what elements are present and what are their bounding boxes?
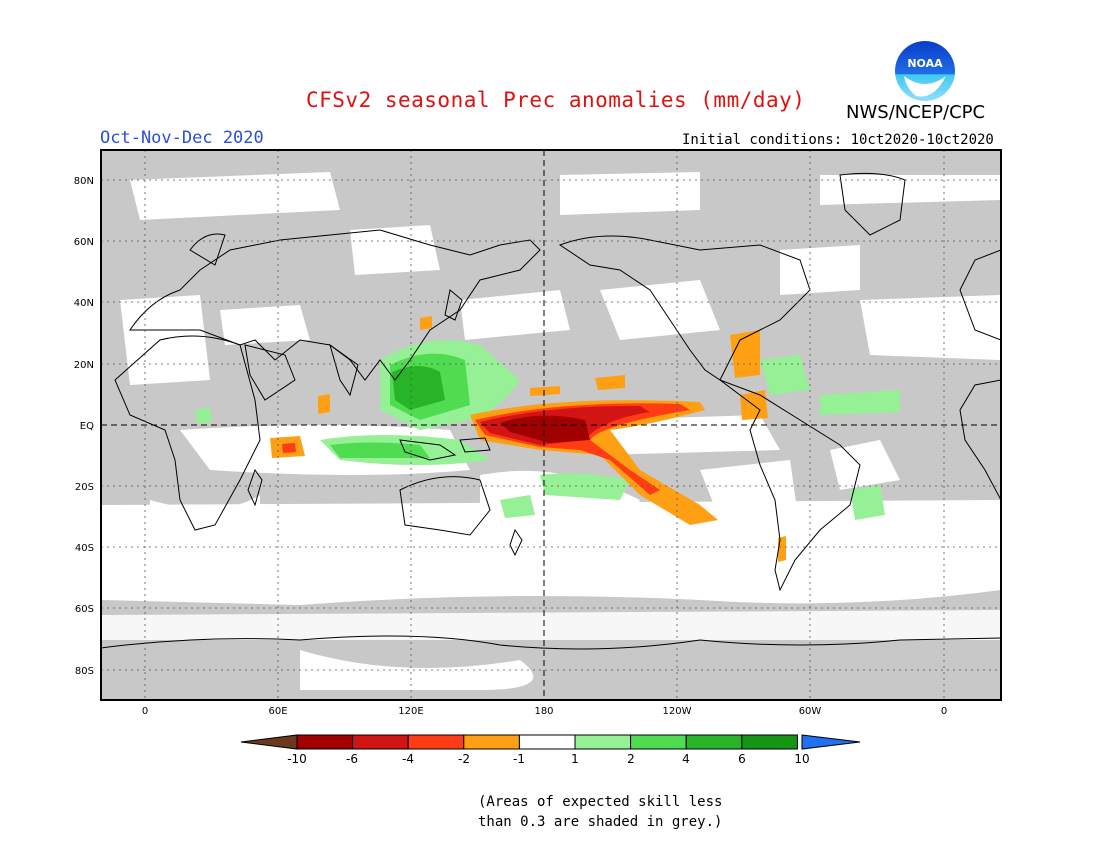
colorbar-segment (685, 734, 743, 750)
initial-conditions-label: Initial conditions: 10ct2020-10ct2020 (682, 132, 994, 148)
colorbar-segment (352, 734, 409, 750)
colorbar-tick: 4 (682, 752, 690, 766)
colorbar-segment (630, 734, 687, 750)
map-title: CFSv2 seasonal Prec anomalies (mm/day) (306, 88, 806, 112)
colorbar-segment (518, 734, 576, 750)
colorbar-tick: 2 (627, 752, 635, 766)
season-label: Oct-Nov-Dec 2020 (100, 128, 264, 148)
colorbar-segment (801, 734, 861, 750)
skill-note-line: (Areas of expected skill less (478, 794, 723, 810)
gridlines (101, 150, 1001, 700)
lat-label: 20N (74, 360, 94, 371)
colorbar-tick: -10 (287, 752, 307, 766)
lon-label: 0 (142, 706, 148, 717)
longitude-labels: 0 60E 120E 180 120W 60W 0 (142, 706, 947, 717)
lon-label: 180 (534, 706, 553, 717)
skill-note: (Areas of expected skill less than 0.3 a… (478, 792, 722, 832)
agency-label: NWS/NCEP/CPC (846, 102, 986, 123)
lat-label: 80N (74, 176, 94, 187)
lon-label: 120E (398, 706, 423, 717)
anomaly-shading (101, 172, 1001, 690)
lat-label: 60S (75, 604, 94, 615)
colorbar-segment (574, 734, 632, 750)
colorbar (240, 734, 861, 750)
noaa-logo-text: NOAA (907, 57, 943, 70)
colorbar-tick: -6 (346, 752, 358, 766)
lat-label: 60N (74, 237, 94, 248)
equator-dateline (101, 150, 1001, 700)
coastlines (101, 172, 1001, 650)
neutral-regions (101, 172, 1001, 690)
colorbar-segment (407, 734, 465, 750)
noaa-logo: NOAA (895, 41, 955, 101)
latitude-labels: 80N 60N 40N 20N EQ 20S 40S 60S 80S (74, 176, 94, 677)
colorbar-tick: 10 (794, 752, 810, 766)
lat-label: 20S (75, 482, 94, 493)
negative-anomalies (270, 316, 786, 562)
colorbar-segment (296, 734, 354, 750)
colorbar-tick: 6 (738, 752, 746, 766)
lon-label: 60W (799, 706, 822, 717)
lat-label: 40S (75, 543, 94, 554)
lat-label: EQ (80, 421, 94, 432)
colorbar-tick: -2 (458, 752, 470, 766)
map-frame (100, 149, 1002, 701)
colorbar-tick: -1 (513, 752, 525, 766)
lon-label: 0 (941, 706, 947, 717)
colorbar-tick: 1 (571, 752, 579, 766)
colorbar-segment (463, 734, 520, 750)
lat-label: 40N (74, 298, 94, 309)
colorbar-tick: -4 (402, 752, 414, 766)
lon-label: 120W (663, 706, 692, 717)
lon-label: 60E (268, 706, 287, 717)
skill-note-line: than 0.3 are shaded in grey.) (478, 814, 723, 830)
colorbar-segment (240, 734, 298, 750)
lat-label: 80S (75, 666, 94, 677)
colorbar-segment (741, 734, 798, 750)
positive-anomalies (195, 340, 900, 520)
